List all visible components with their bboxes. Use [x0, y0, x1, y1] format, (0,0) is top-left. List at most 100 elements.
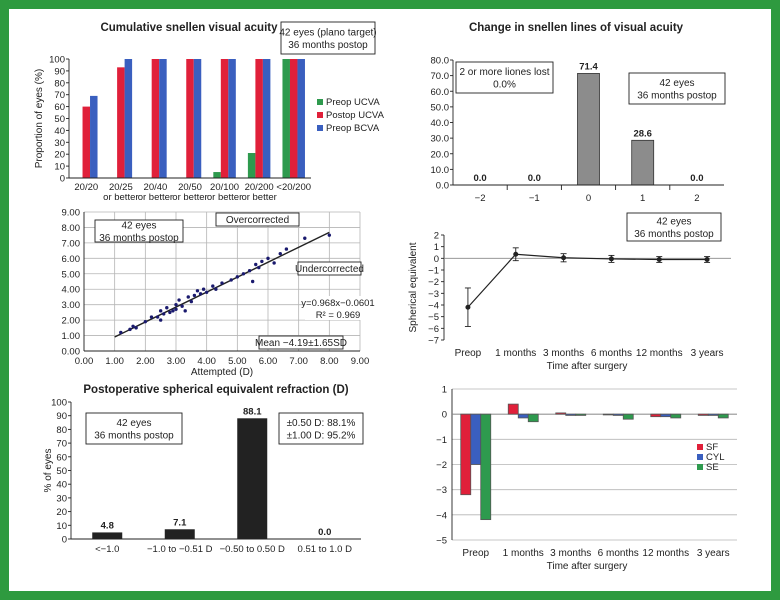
chart2-info-box-line: 36 months postop: [637, 90, 717, 101]
chart2-data-label: 28.6: [633, 128, 652, 139]
chart1-ytick-label: 90: [54, 66, 65, 77]
chart1-info-box-line: 36 months postop: [288, 40, 368, 51]
chart2-bar: [577, 73, 600, 186]
chart5-title: Postoperative spherical equivalent refra…: [83, 384, 348, 396]
chart3-info-box-line: 42 eyes: [121, 220, 156, 231]
chart3-point: [168, 310, 172, 315]
chart6-bar: [555, 412, 567, 415]
chart3-point: [260, 259, 264, 264]
chart1-info-box: [280, 21, 376, 55]
chart3-ytick-label: 8.00: [62, 223, 81, 234]
chart6-xtick-label: 12 months: [642, 548, 689, 559]
chart3-point: [278, 252, 282, 256]
chart3-undercorrected-box-line: Undercorrected: [295, 264, 364, 275]
figure-panel: Cumulative snellen visual acuity 42 eyes …: [9, 9, 771, 591]
chart3-point: [235, 275, 240, 279]
chart2-ytick-label: 10.0: [431, 165, 450, 176]
chart1-legend-swatch: [317, 125, 323, 131]
chart2-data-label: 71.4: [579, 61, 598, 72]
chart6-xtick-label: 3 years: [697, 548, 730, 559]
chart3-xtick-label: 1.00: [105, 356, 124, 367]
chart4-point: [465, 304, 471, 310]
chart1-xtick-label2: or better: [207, 192, 242, 203]
chart3-point: [195, 289, 200, 293]
chart5-info-box-line: 42 eyes: [116, 418, 151, 429]
chart1-bar: [117, 67, 125, 178]
chart3-xtick-label: 4.00: [197, 356, 216, 367]
chart3-overcorrected-box-line: Overcorrected: [226, 215, 289, 226]
chart3-ytick-label: 6.00: [62, 254, 81, 265]
chart3-point: [158, 309, 163, 313]
chart5-xtick-label: −0.50 to 0.50 D: [220, 544, 285, 555]
chart1-bar: [159, 59, 167, 178]
chart5-ytick-label: 30: [56, 493, 67, 504]
chart6-xtick-label: Preop: [462, 548, 489, 559]
chart5-accuracy-box-line: ±0.50 D: 88.1%: [287, 418, 356, 429]
chart3-info-box: [94, 219, 184, 243]
chart3-point: [174, 302, 178, 307]
chart1-bar: [228, 59, 236, 178]
chart1-xtick-label: <20/200: [276, 182, 311, 193]
chart6-legend-label: CYL: [706, 452, 724, 463]
chart3-point: [158, 318, 163, 322]
chart3-point: [204, 290, 209, 295]
chart2-data-label: 0.0: [690, 173, 703, 184]
chart6-bar: [460, 413, 472, 496]
chart3-point: [183, 309, 187, 313]
chart3-point: [119, 330, 123, 335]
chart3-overcorrected-box: [215, 212, 300, 227]
chart3-point: [186, 295, 190, 299]
chart3-point: [220, 281, 224, 285]
chart3-equation: y=0.968x−0.0601: [301, 298, 374, 309]
chart5-xtick-label: <−1.0: [95, 544, 119, 555]
chart5-ytick-label: 20: [56, 507, 67, 518]
chart1-ytick-label: 0: [60, 174, 65, 185]
chart1-legend-label: Postop UCVA: [326, 110, 385, 121]
chart1-xtick-label: 20/20: [74, 182, 98, 193]
chart3-point: [162, 312, 166, 316]
chart6-xlabel: Time after surgery: [547, 561, 628, 572]
chart3-info-box-line: 36 months postop: [99, 233, 179, 244]
chart1-legend-swatch: [317, 99, 323, 105]
chart3-point: [266, 256, 270, 261]
chart3-xtick-label: 9.00: [351, 356, 370, 367]
chart3-ytick-label: 4.00: [62, 285, 81, 296]
chart4-xtick-label: 6 months: [591, 348, 632, 359]
chart3-point: [177, 298, 181, 302]
chart2-xtick-label: −2: [475, 193, 486, 204]
chart6-bar: [602, 413, 614, 416]
chart3-ytick-label: 3.00: [62, 300, 81, 311]
chart4-point: [608, 256, 614, 262]
chart1-legend-label: Preop UCVA: [326, 97, 380, 108]
chart6-bar: [565, 413, 577, 416]
chart4-point: [513, 251, 519, 257]
chart5-info-box-line: 36 months postop: [94, 430, 174, 441]
chart3-point: [149, 315, 154, 319]
chart6-bar: [575, 413, 587, 416]
chart6-legend-label: SF: [706, 442, 718, 453]
chart3-point: [211, 284, 215, 288]
chart3-point: [327, 233, 332, 237]
chart3-xtick-label: 8.00: [320, 356, 339, 367]
chart3-xtick-label: 3.00: [167, 356, 186, 367]
chart4-xtick-label: 12 months: [636, 348, 683, 359]
chart4-xtick-label: Preop: [455, 348, 482, 359]
chart4-xtick-label: 3 years: [691, 348, 724, 359]
chart5-ytick-label: 90: [56, 411, 67, 422]
chart2-ytick-label: 0.0: [436, 181, 449, 192]
chart2-ytick-label: 20.0: [431, 149, 450, 160]
chart3-point: [189, 299, 194, 304]
chart2-xtick-label: −1: [529, 193, 540, 204]
chart5-ytick-label: 10: [56, 521, 67, 532]
chart3-point: [165, 306, 169, 310]
chart6-ytick-label: −4: [436, 510, 447, 521]
chart5-accuracy-box-line: ±1.00 D: 95.2%: [287, 430, 356, 441]
chart5-ytick-label: 50: [56, 466, 67, 477]
chart3-xtick-label: 0.00: [75, 356, 94, 367]
chart3-ytick-label: 9.00: [62, 208, 81, 219]
chart4-xlabel: Time after surgery: [547, 361, 628, 372]
chart5-data-label: 4.8: [101, 520, 114, 531]
chart3-point: [201, 287, 206, 291]
chart6-bar: [697, 413, 709, 416]
chart1-ytick-label: 20: [54, 150, 65, 161]
